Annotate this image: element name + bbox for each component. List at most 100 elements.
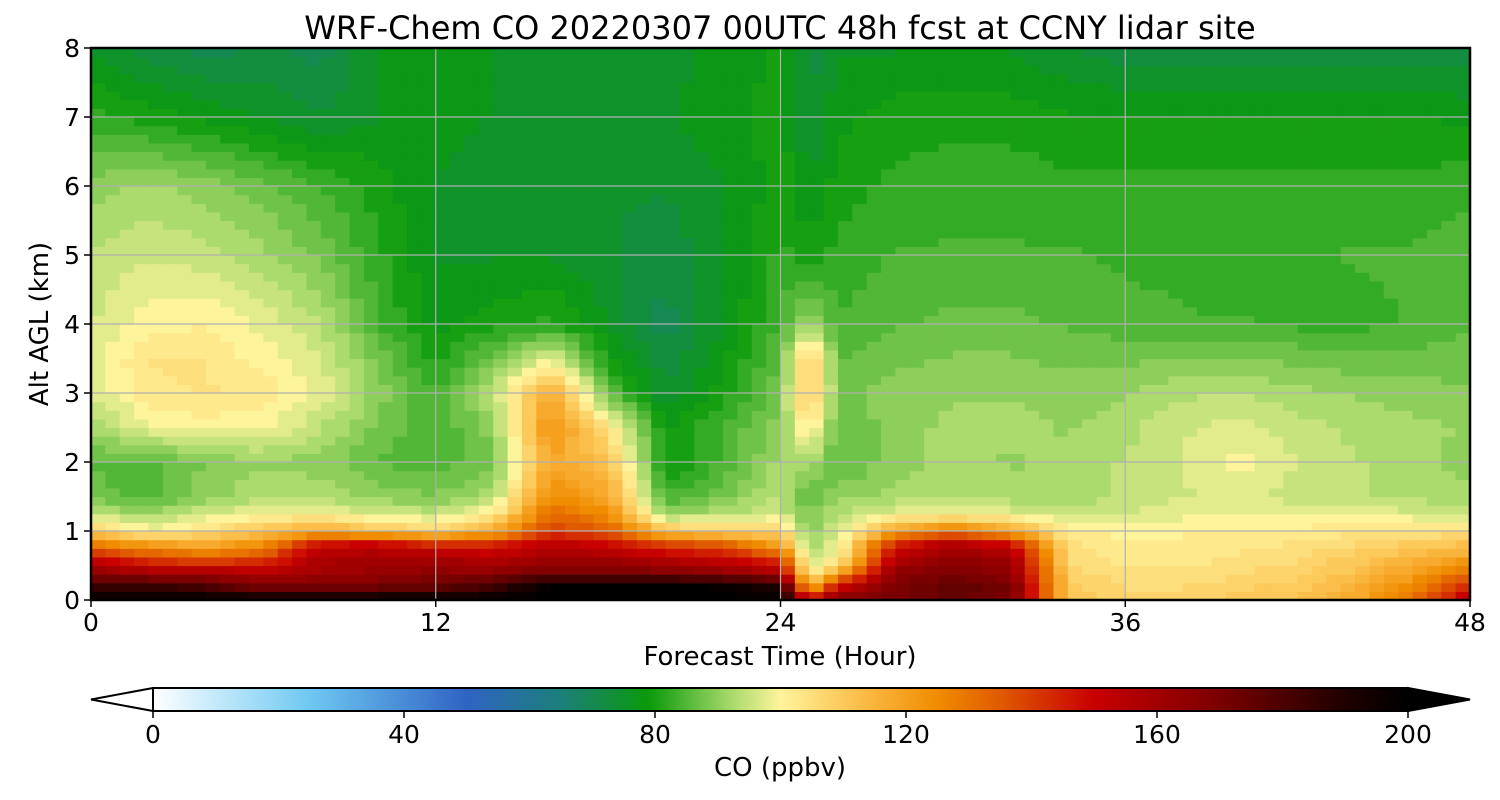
heatmap-cell [349,298,365,308]
heatmap-cell [1225,332,1241,342]
heatmap-cell [148,255,164,265]
heatmap-cell [450,539,466,549]
heatmap-cell [1268,237,1284,247]
heatmap-cell [737,393,753,403]
heatmap-cell [852,548,868,558]
heatmap-cell [1053,487,1069,498]
heatmap-cell [1355,393,1371,403]
heatmap-cell [148,194,164,204]
heatmap-cell [507,324,523,334]
heatmap-cell [723,531,738,541]
heatmap-cell [292,194,308,204]
heatmap-cell [809,565,825,575]
heatmap-cell [1082,324,1098,334]
heatmap-cell [220,513,236,523]
heatmap-cell [1383,306,1399,316]
heatmap-cell [1412,358,1428,368]
heatmap-cell [665,393,681,403]
heatmap-cell [320,462,336,472]
heatmap-cell [823,203,839,213]
heatmap-cell [593,289,609,299]
heatmap-cell [809,280,825,291]
heatmap-cell [665,358,681,368]
heatmap-cell [1311,349,1327,360]
heatmap-cell [679,427,695,437]
heatmap-cell [105,444,121,454]
heatmap-cell [1168,358,1184,368]
heatmap-cell [924,444,940,454]
heatmap-cell [995,280,1011,291]
heatmap-cell [478,531,494,541]
heatmap-cell [1297,410,1313,420]
heatmap-cell [1225,246,1241,256]
heatmap-cell [852,151,868,161]
heatmap-cell [1225,255,1241,265]
heatmap-cell [995,565,1011,575]
heatmap-cell [895,194,911,204]
heatmap-cell [1039,186,1055,196]
heatmap-cell [737,574,753,584]
heatmap-cell [550,298,566,308]
heatmap-cell [852,168,868,178]
heatmap-cell [1398,272,1414,282]
heatmap-cell [1211,177,1227,187]
heatmap-cell [636,384,652,394]
heatmap-cell [938,246,954,256]
heatmap-cell [909,237,925,247]
heatmap-cell [450,444,466,454]
heatmap-cell [1455,427,1470,437]
heatmap-cell [1455,263,1470,273]
heatmap-cell [766,168,782,178]
heatmap-cell [995,332,1011,342]
heatmap-cell [105,410,121,420]
heatmap-cell [1153,315,1169,325]
heatmap-cell [995,453,1011,463]
heatmap-cell [1039,436,1055,446]
heatmap-cell [1024,367,1040,377]
heatmap-cell [1039,513,1055,523]
heatmap-cell [1412,470,1428,480]
heatmap-cell [809,263,825,273]
heatmap-cell [263,332,279,342]
heatmap-cell [593,582,609,592]
heatmap-cell [1441,453,1457,463]
heatmap-cell [651,168,667,178]
heatmap-cell [593,496,609,506]
heatmap-cell [320,479,336,489]
heatmap-cell [148,246,164,256]
heatmap-cell [507,211,523,222]
heatmap-cell [1067,410,1083,420]
heatmap-cell [191,211,207,222]
heatmap-cell [464,505,480,515]
heatmap-cell [91,401,106,411]
heatmap-cell [751,298,767,308]
heatmap-cell [220,298,236,308]
heatmap-cell [91,237,106,247]
heatmap-cell [335,487,351,498]
heatmap-cell [464,453,480,463]
heatmap-cell [1383,496,1399,506]
heatmap-cell [1096,556,1112,567]
heatmap-cell [809,367,825,377]
heatmap-cell [1010,194,1026,204]
heatmap-cell [421,574,437,584]
heatmap-cell [1311,211,1327,222]
heatmap-cell [737,203,753,213]
heatmap-cell [521,375,537,385]
heatmap-cell [723,479,738,489]
heatmap-cell [435,487,451,498]
heatmap-cell [349,177,365,187]
heatmap-cell [507,315,523,325]
heatmap-cell [1383,410,1399,420]
heatmap-cell [550,591,566,600]
heatmap-cell [507,496,523,506]
heatmap-cell [220,177,236,187]
heatmap-cell [837,289,853,299]
heatmap-cell [579,220,595,230]
heatmap-cell [177,531,193,541]
heatmap-cell [593,565,609,575]
heatmap-cell [263,186,279,196]
heatmap-cell [220,160,236,170]
heatmap-cell [1082,410,1098,420]
heatmap-cell [421,220,437,230]
